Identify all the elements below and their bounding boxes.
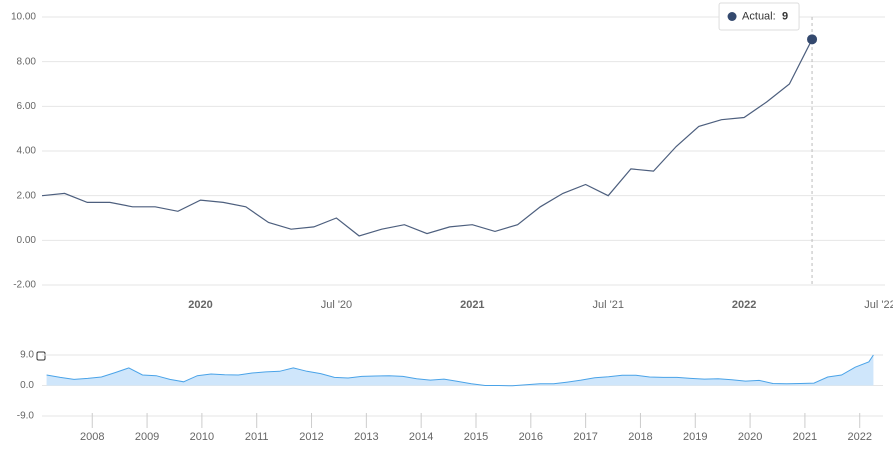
hover-point bbox=[807, 34, 818, 45]
y-tick-label: 0.00 bbox=[17, 235, 37, 246]
y-tick-label: 4.00 bbox=[17, 146, 37, 157]
y-tick-label: 0.0 bbox=[20, 380, 34, 391]
x-tick-label: 2021 bbox=[460, 299, 484, 311]
tooltip-value: 9 bbox=[782, 10, 788, 22]
x-tick-label: 2009 bbox=[135, 431, 159, 443]
y-tick-label: -2.00 bbox=[13, 280, 36, 291]
x-tick-label: 2017 bbox=[573, 431, 597, 443]
x-tick-label: 2018 bbox=[628, 431, 652, 443]
x-tick-label: 2008 bbox=[80, 431, 104, 443]
x-tick-label: 2021 bbox=[793, 431, 817, 443]
tooltip: Actual: 9 bbox=[718, 2, 800, 31]
x-tick-label: Jul '20 bbox=[321, 299, 352, 311]
x-tick-label: Jul '21 bbox=[592, 299, 623, 311]
x-tick-label: Jul '22 bbox=[864, 299, 893, 311]
series-line bbox=[41, 39, 813, 237]
y-tick-label: 2.00 bbox=[17, 190, 37, 201]
tooltip-marker bbox=[727, 12, 737, 21]
y-tick-label: 8.00 bbox=[17, 56, 37, 67]
x-tick-label: 2020 bbox=[188, 299, 212, 311]
x-tick-label: 2016 bbox=[519, 431, 543, 443]
x-tick-label: 2015 bbox=[464, 431, 488, 443]
x-tick-label: 2014 bbox=[409, 431, 433, 443]
x-tick-label: 2020 bbox=[738, 431, 762, 443]
tooltip-label: Actual: bbox=[742, 10, 776, 22]
series-line bbox=[46, 354, 874, 387]
x-tick-label: 2019 bbox=[683, 431, 707, 443]
y-tick-label: 6.00 bbox=[17, 101, 37, 112]
x-tick-label: 2022 bbox=[732, 299, 756, 311]
x-tick-label: 2022 bbox=[847, 431, 871, 443]
x-tick-label: 2011 bbox=[245, 431, 269, 443]
tooltip-box bbox=[718, 2, 800, 31]
y-tick-label: -9.0 bbox=[17, 411, 35, 422]
x-tick-label: 2010 bbox=[190, 431, 214, 443]
navigator-handle[interactable] bbox=[36, 351, 46, 361]
x-tick-label: 2012 bbox=[299, 431, 323, 443]
x-tick-label: 2013 bbox=[354, 431, 378, 443]
y-tick-label: 9.0 bbox=[20, 350, 34, 361]
y-tick-label: 10.00 bbox=[11, 12, 36, 23]
series-area bbox=[46, 355, 874, 386]
